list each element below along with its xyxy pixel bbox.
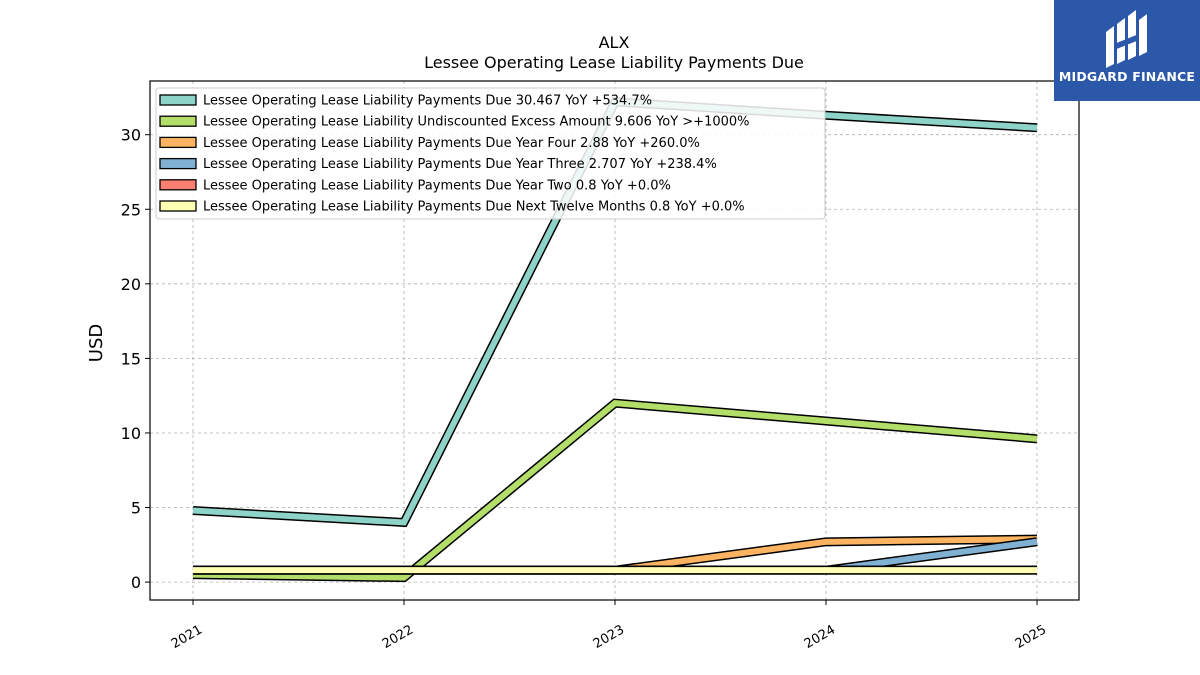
y-tick-label: 0 — [131, 573, 141, 592]
legend-label: Lessee Operating Lease Liability Payment… — [203, 136, 700, 151]
y-tick-label: 30 — [121, 126, 141, 145]
chart-subtitle: Lessee Operating Lease Liability Payment… — [424, 53, 804, 72]
y-tick-label: 15 — [121, 349, 141, 368]
legend-label: Lessee Operating Lease Liability Payment… — [203, 200, 745, 215]
legend-label: Lessee Operating Lease Liability Undisco… — [203, 115, 750, 130]
x-tick-label: 2021 — [169, 622, 205, 652]
chart-title: ALX — [599, 33, 630, 52]
x-tick-label: 2023 — [591, 622, 627, 652]
y-axis-label: USD — [86, 324, 107, 362]
logo-text: MIDGARD FINANCE — [1058, 69, 1196, 84]
legend-swatch — [159, 200, 197, 212]
y-tick-label: 5 — [131, 499, 141, 518]
legend-label: Lessee Operating Lease Liability Payment… — [203, 157, 717, 172]
x-axis: 2021 2022 2023 2024 2025 — [169, 600, 1049, 652]
logo-mark-icon — [1106, 10, 1147, 68]
series-line-1 — [192, 400, 1038, 581]
legend-swatch — [159, 136, 197, 149]
legend: Lessee Operating Lease Liability Payment… — [155, 87, 826, 220]
x-tick-label: 2025 — [1013, 622, 1049, 652]
y-tick-label: 20 — [121, 275, 141, 294]
midgard-finance-logo: MIDGARD FINANCE — [1054, 0, 1200, 101]
legend-label: Lessee Operating Lease Liability Payment… — [203, 94, 652, 109]
legend-swatch — [159, 115, 197, 127]
x-tick-label: 2022 — [380, 622, 416, 652]
legend-box — [155, 87, 826, 220]
y-axis: 0 5 10 15 20 25 30 — [121, 126, 150, 592]
y-tick-label: 25 — [121, 200, 141, 219]
legend-swatch — [159, 94, 197, 106]
legend-label: Lessee Operating Lease Liability Payment… — [203, 178, 671, 193]
legend-swatch — [159, 157, 197, 170]
y-tick-label: 10 — [121, 424, 141, 443]
legend-swatch — [159, 179, 197, 191]
x-tick-label: 2024 — [802, 622, 838, 652]
